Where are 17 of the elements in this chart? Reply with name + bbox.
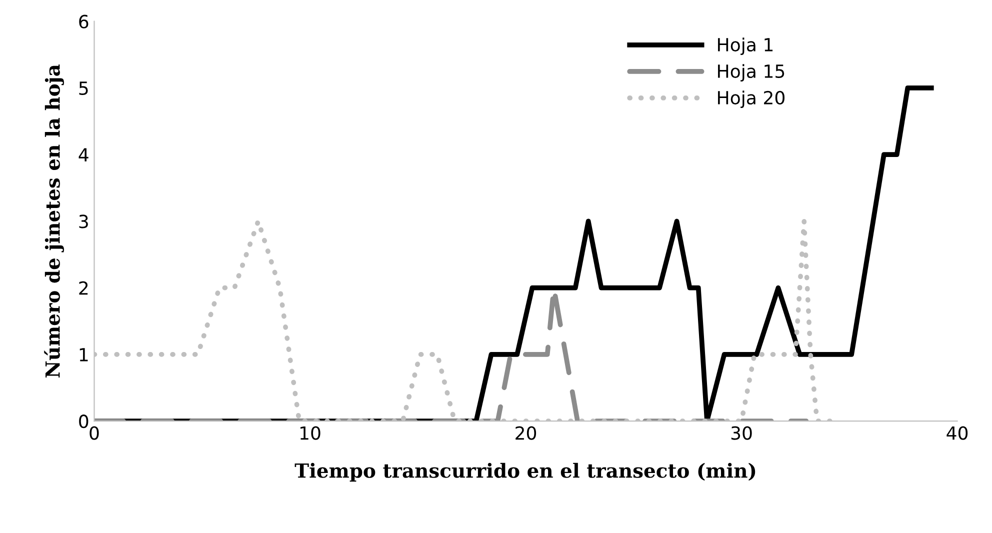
y-axis-title: Número de jinetes en la hoja (44, 64, 64, 378)
x-tick-label: 0 (90, 426, 99, 440)
x-tick-label: 20 (516, 426, 536, 440)
y-tick-label: 1 (80, 348, 88, 362)
y-tick-label: 5 (79, 82, 88, 96)
x-tick-label: 10 (300, 426, 320, 440)
y-tick-label: 3 (79, 214, 88, 228)
x-axis-title: Tiempo transcurrido en el transecto (min) (294, 462, 756, 482)
legend-label: Hoja 15 (718, 64, 784, 82)
legend-label: Hoja 1 (718, 38, 773, 56)
x-tick-label: 30 (731, 426, 752, 440)
x-tick-label: 40 (946, 426, 968, 440)
y-tick-label: 4 (78, 148, 88, 162)
legend-label: Hoja 20 (718, 90, 784, 108)
y-tick-label: 0 (79, 414, 88, 428)
y-tick-label: 6 (79, 14, 88, 28)
y-tick-label: 2 (79, 281, 88, 295)
